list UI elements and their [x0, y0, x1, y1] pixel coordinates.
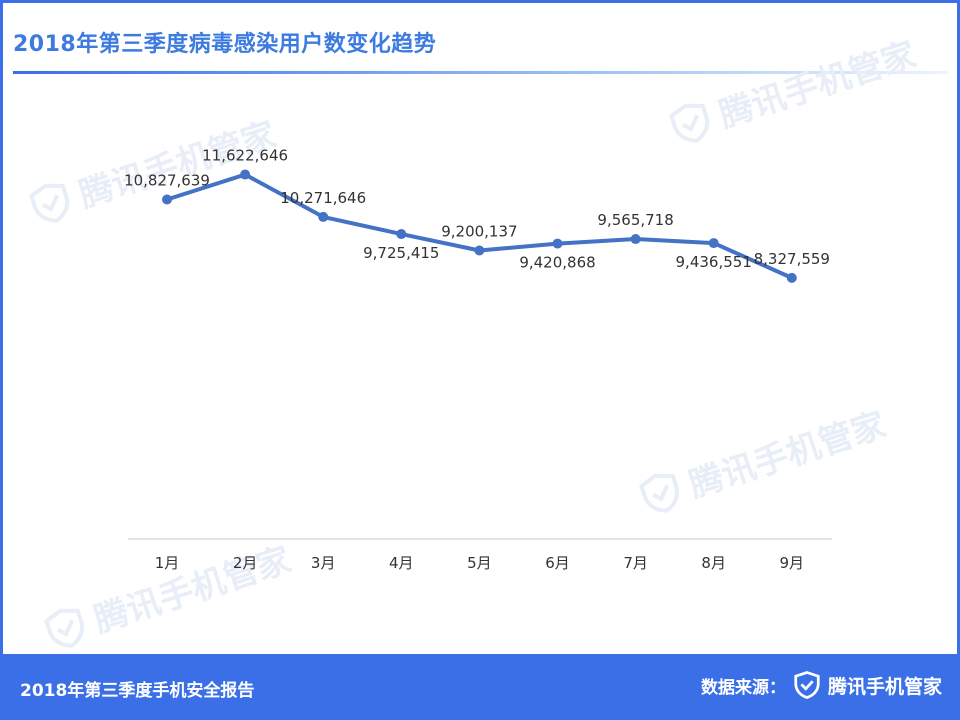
watermark: 腾讯手机管家: [632, 397, 891, 523]
data-label: 9,565,718: [597, 211, 673, 229]
data-point: [552, 238, 563, 249]
data-label: 11,622,646: [202, 147, 288, 165]
data-label: 9,725,415: [363, 244, 439, 262]
x-tick-label: 4月: [389, 554, 414, 572]
shield-check-icon: [43, 608, 85, 648]
data-label: 8,327,559: [754, 250, 830, 268]
x-tick-label: 1月: [155, 554, 180, 572]
data-point: [474, 245, 485, 256]
data-label: 9,436,551: [676, 253, 752, 271]
chart-panel: [3, 3, 957, 654]
watermark: 腾讯手机管家: [22, 107, 281, 233]
data-label: 10,827,639: [124, 171, 210, 189]
x-tick-label: 8月: [701, 554, 726, 572]
data-label: 10,271,646: [280, 189, 366, 207]
report-title: 2018年第三季度手机安全报告: [20, 681, 255, 701]
source-label: 数据来源：: [700, 677, 786, 698]
x-tick-label: 5月: [467, 554, 492, 572]
x-tick-label: 3月: [311, 554, 336, 572]
watermark: 腾讯手机管家: [662, 27, 921, 153]
data-label: 9,200,137: [441, 223, 517, 241]
data-point: [786, 272, 797, 283]
data-source: 数据来源： 腾讯手机管家: [701, 670, 942, 700]
data-point: [396, 229, 407, 240]
title-underline: [13, 71, 948, 74]
watermark: 腾讯手机管家: [37, 532, 296, 658]
data-point: [630, 234, 641, 245]
data-point: [318, 211, 329, 222]
data-point: [240, 169, 251, 180]
brand-name: 腾讯手机管家: [827, 675, 942, 698]
page-title: 2018年第三季度病毒感染用户数变化趋势: [13, 32, 437, 57]
data-label: 9,420,868: [519, 254, 595, 272]
x-tick-label: 7月: [623, 554, 648, 572]
shield-check-icon: [638, 473, 680, 513]
data-point: [708, 238, 719, 249]
x-tick-label: 6月: [545, 554, 570, 572]
shield-check-icon: [668, 103, 710, 143]
x-tick-label: 9月: [780, 554, 805, 572]
shield-check-icon: [28, 183, 70, 223]
shield-check-icon: [794, 671, 820, 699]
x-tick-label: 2月: [233, 554, 258, 572]
data-point: [162, 194, 172, 205]
